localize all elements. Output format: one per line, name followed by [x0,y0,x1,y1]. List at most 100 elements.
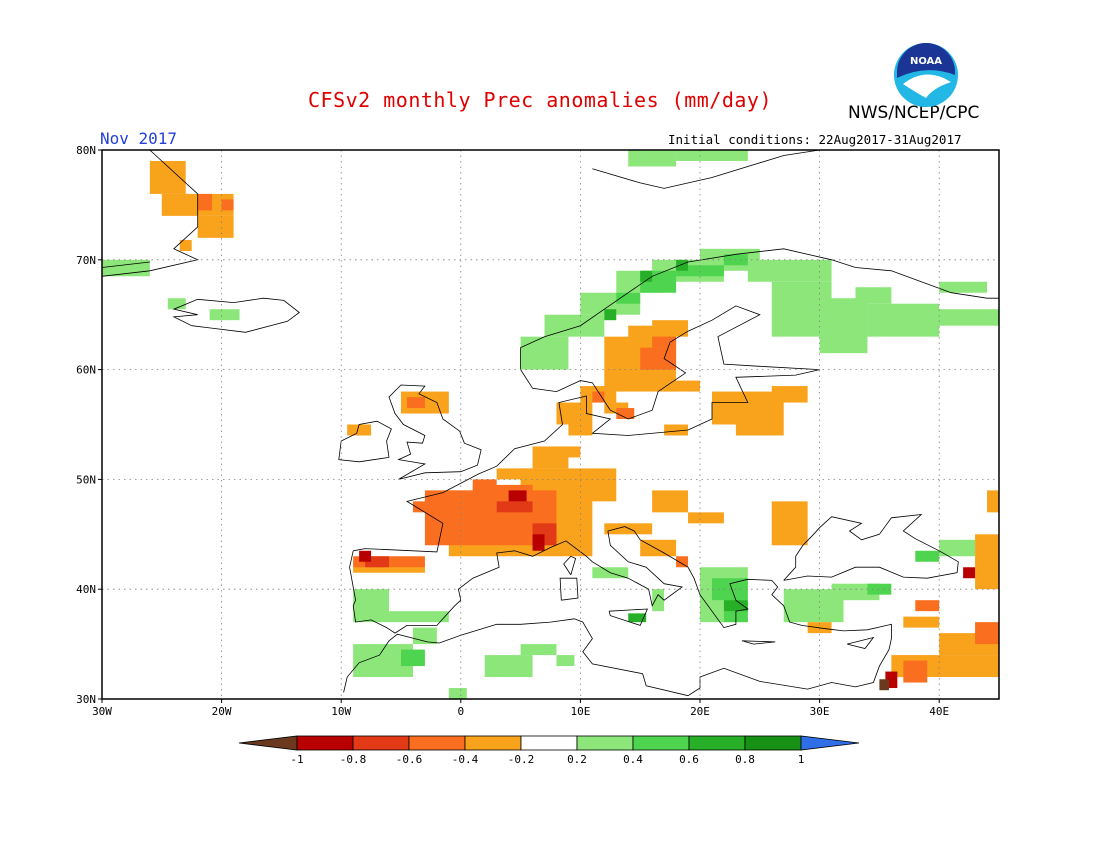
lat-label: 60N [76,364,96,377]
anomaly-cell-balkan-wet-strong [915,550,940,562]
colorbar-min-arrow [238,735,298,751]
anomaly-cell-n-africa-wet-strong [401,649,425,667]
coastline-segment [343,526,892,697]
anomaly-cell-svalbard [676,150,748,161]
anomaly-cell-balkan-wet [939,539,976,557]
anomaly-cell-n-africa-wet [520,644,557,656]
colorbar-segment [632,735,690,751]
coastline-segment [847,636,875,649]
anomaly-cell-turkey-east-core [975,622,999,645]
colorbar-label: 0.6 [679,753,699,766]
lon-label: 10W [331,705,351,718]
colorbar-segment [688,735,746,751]
anomaly-cell-balkan-dry [652,490,689,513]
anomaly-cell-france-dry [604,523,653,535]
agency-label: NWS/NCEP/CPC [848,103,980,123]
anomaly-cell-turkey-east-core [915,600,940,612]
coastlines [101,149,999,697]
colorbar-label: 0.8 [735,753,755,766]
anomaly-cell-n-africa-wet [448,688,467,699]
anomaly-cell-balkan-dry-core [676,556,689,568]
lon-label: 30W [92,705,112,718]
anomaly-cell-france-mid [472,479,497,491]
anomaly-cell-iceland [209,309,240,321]
anomaly-cell-sweden-dry [664,380,700,392]
coastline-segment [563,555,577,576]
coastline-segment [783,513,959,581]
coastline-segment [608,608,649,626]
forecast-period: Nov 2017 [100,129,178,148]
anomaly-cell-n-africa-wet [484,655,533,678]
lat-lon-grid [102,150,999,699]
anomaly-cell-sweden-core [616,408,635,420]
colorbar-label: -0.6 [396,753,423,766]
anomaly-cell-turkey-east-very [963,567,976,579]
anomaly-cell-turkey-east-dry [987,490,999,513]
lat-label: 50N [76,473,96,486]
anomaly-cell-sweden-dry [652,320,689,337]
colorbar-label: -1 [290,753,303,766]
anomaly-cell-balkan-wet-very [628,613,647,623]
anomaly-cell-turkey-east-very [885,671,898,689]
anomaly-cell-turkey-east-core [903,660,928,683]
lon-label: 10E [570,705,590,718]
coastline-segment [172,297,300,333]
anomaly-cell-france-very [532,534,545,551]
anomaly-cell-scotland [347,424,372,436]
title-text: CFSv2 monthly Prec anomalies (mm/day) [307,88,773,112]
initial-conditions: Initial conditions: 22Aug2017-31Aug2017 [668,132,962,147]
anomaly-cell-svalbard [628,150,677,167]
colorbar-label: 0.2 [567,753,587,766]
colorbar-segment [296,735,354,751]
anomaly-cell-scandinavia-coast [544,314,605,337]
anomaly-cell-turkey-east-dry [975,534,999,590]
lon-label: 40E [929,705,949,718]
lat-label: 70N [76,254,96,267]
anomaly-cell-baltic-dry [735,424,784,436]
colorbar-label: 1 [798,753,805,766]
anomaly-cell-russia-north [915,309,999,326]
anomaly-cell-turkey-east-dry [903,616,940,628]
coastline-segment [353,248,999,553]
coastline-segment [592,149,820,189]
map-frame [101,149,1000,700]
anomaly-cell-greenland [197,215,234,238]
anomaly-cell-balkan-dry [771,501,808,546]
anomaly-cell-baltic-dry [664,424,689,436]
coastline-segment [338,420,392,463]
anomaly-cell-france-dry [556,446,581,458]
coastline-segment [559,577,579,601]
anomaly-cell-france-mid [412,501,437,513]
lat-label: 40N [76,583,96,596]
anomaly-cell-scotland-core [406,397,425,409]
coastline-segment [101,261,150,268]
anomaly-cell-greenland-core [197,193,213,211]
colorbar-segment [408,735,466,751]
anomaly-cell-scandinavia-coast-strong [676,265,724,277]
colorbar-label: -0.2 [508,753,535,766]
colorbar-segment [744,735,802,751]
anomaly-cell-france-core [365,556,390,568]
anomaly-cell-sweden-core [592,391,605,403]
colorbar-segment [520,735,578,751]
anomaly-cell-france-very [359,550,372,562]
anomaly-cell-n-africa-wet [556,655,575,667]
anomaly-cell-iceland [167,298,186,310]
anomaly-cell-greenland [179,240,192,252]
colorbar: -1 -0.8 -0.6 -0.4 -0.2 0.2 0.4 0.6 0.8 1 [238,735,860,766]
colorbar-segment [352,735,410,751]
lat-label: 30N [76,693,96,706]
longitude-labels: 30W 20W 10W 0 10E 20E 30E 40E [92,699,949,718]
anomaly-cell-balkan-wet [652,589,665,612]
anomaly-cell-scandinavia-coast-strong [616,292,641,304]
anomaly-cell-scandinavia-coast-very [604,309,617,321]
anomaly-cell-russia-north [819,298,868,354]
lat-label: 80N [76,144,96,157]
anomaly-cell-greenland-core [221,199,234,211]
anomaly-cell-balkan-wet-very [723,600,748,612]
anomaly-cell-iberia-wet [353,589,390,623]
anomaly-cell-russia-north [855,287,892,304]
colorbar-label: -0.8 [340,753,367,766]
colorbar-label: 0.4 [623,753,643,766]
anomaly-cell-balkan-dry [688,512,724,524]
